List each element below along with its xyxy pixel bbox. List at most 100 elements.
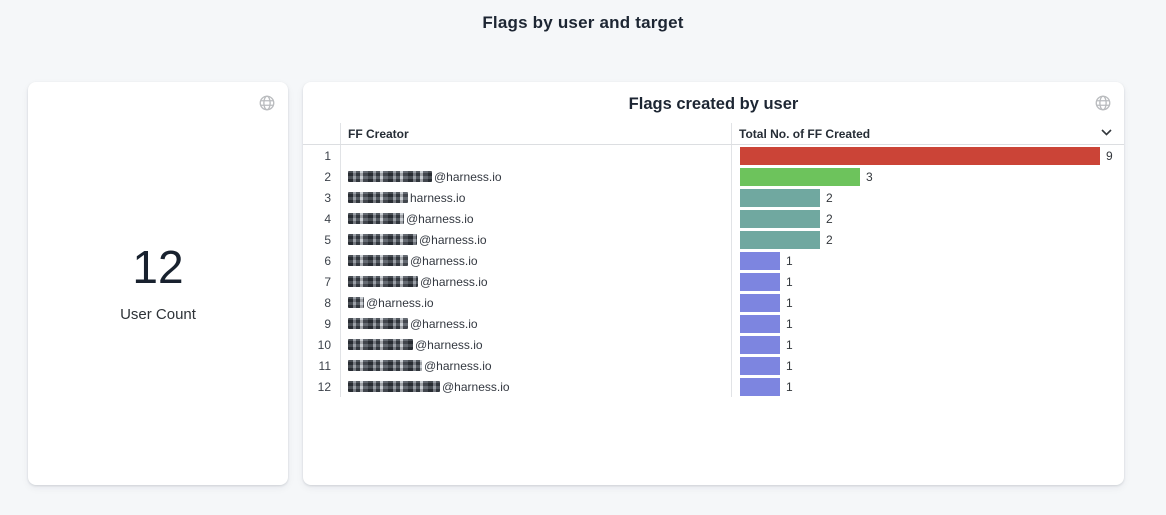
redacted-username bbox=[348, 318, 408, 329]
value-bar bbox=[740, 335, 780, 354]
table-row: 9 @harness.io 1 bbox=[303, 313, 1124, 334]
redacted-username bbox=[348, 381, 440, 392]
value-bar bbox=[740, 230, 820, 249]
bar-value-label: 1 bbox=[786, 295, 793, 310]
table-row: 8 @harness.io 1 bbox=[303, 292, 1124, 313]
row-rank: 10 bbox=[317, 337, 331, 352]
row-rank: 9 bbox=[324, 316, 331, 331]
header-total-label: Total No. of FF Created bbox=[739, 126, 871, 141]
row-rank: 11 bbox=[318, 358, 331, 373]
creator-email-cell: @harness.io bbox=[340, 166, 731, 187]
user-count-tile: 12 User Count bbox=[28, 82, 288, 485]
row-rank: 8 bbox=[324, 295, 331, 310]
value-bar bbox=[740, 272, 780, 291]
table-row: 2 @harness.io 3 bbox=[303, 166, 1124, 187]
email-suffix: @harness.io bbox=[406, 211, 474, 226]
flags-table-body: 1 9 2 @harness.io 3 3 harness.io 2 4 @harness.io 2… bbox=[303, 145, 1124, 397]
email-suffix: @harness.io bbox=[410, 253, 478, 268]
redacted-username bbox=[348, 192, 408, 203]
creator-email-cell: @harness.io bbox=[340, 313, 731, 334]
row-rank: 1 bbox=[324, 148, 331, 163]
email-suffix: @harness.io bbox=[366, 295, 434, 310]
creator-email-cell bbox=[340, 145, 731, 166]
bar-value-label: 9 bbox=[1106, 148, 1113, 163]
redacted-username bbox=[348, 360, 422, 371]
bar-cell: 3 bbox=[731, 166, 1124, 187]
value-bar bbox=[740, 356, 780, 375]
bar-cell: 1 bbox=[731, 376, 1124, 397]
creator-email-cell: @harness.io bbox=[340, 334, 731, 355]
bar-value-label: 2 bbox=[826, 211, 833, 226]
bar-cell: 1 bbox=[731, 271, 1124, 292]
bar-value-label: 3 bbox=[866, 169, 873, 184]
table-row: 12 @harness.io 1 bbox=[303, 376, 1124, 397]
bar-cell: 2 bbox=[731, 187, 1124, 208]
table-row: 5 @harness.io 2 bbox=[303, 229, 1124, 250]
redacted-username bbox=[348, 213, 404, 224]
email-suffix: @harness.io bbox=[424, 358, 492, 373]
bar-cell: 1 bbox=[731, 292, 1124, 313]
header-rank-column bbox=[303, 123, 340, 144]
header-total-ff-created[interactable]: Total No. of FF Created bbox=[731, 123, 1124, 144]
value-bar bbox=[740, 314, 780, 333]
tile-title: Flags created by user bbox=[628, 95, 799, 113]
redacted-username bbox=[348, 276, 418, 287]
email-suffix: @harness.io bbox=[410, 316, 478, 331]
creator-email-cell: @harness.io bbox=[340, 250, 731, 271]
table-row: 7 @harness.io 1 bbox=[303, 271, 1124, 292]
value-bar bbox=[740, 293, 780, 312]
creator-email-cell: @harness.io bbox=[340, 292, 731, 313]
email-suffix: @harness.io bbox=[419, 232, 487, 247]
bar-cell: 1 bbox=[731, 334, 1124, 355]
row-rank: 4 bbox=[324, 211, 331, 226]
user-count-value: 12 bbox=[132, 241, 184, 293]
globe-icon[interactable] bbox=[258, 94, 276, 112]
email-suffix: @harness.io bbox=[434, 169, 502, 184]
value-bar bbox=[740, 209, 820, 228]
bar-value-label: 1 bbox=[786, 337, 793, 352]
table-row: 10 @harness.io 1 bbox=[303, 334, 1124, 355]
redacted-username bbox=[348, 234, 417, 245]
creator-email-cell: @harness.io bbox=[340, 271, 731, 292]
bar-value-label: 2 bbox=[826, 232, 833, 247]
creator-email-cell: @harness.io bbox=[340, 376, 731, 397]
email-suffix: @harness.io bbox=[420, 274, 488, 289]
globe-icon[interactable] bbox=[1094, 94, 1112, 112]
value-bar bbox=[740, 188, 820, 207]
bar-cell: 2 bbox=[731, 229, 1124, 250]
row-rank: 6 bbox=[324, 253, 331, 268]
creator-email-cell: @harness.io bbox=[340, 208, 731, 229]
bar-value-label: 1 bbox=[786, 358, 793, 373]
creator-email-cell: harness.io bbox=[340, 187, 731, 208]
table-row: 6 @harness.io 1 bbox=[303, 250, 1124, 271]
bar-cell: 2 bbox=[731, 208, 1124, 229]
row-rank: 5 bbox=[324, 232, 331, 247]
value-bar bbox=[740, 377, 780, 396]
bar-value-label: 1 bbox=[786, 253, 793, 268]
redacted-username bbox=[348, 255, 408, 266]
creator-email-cell: @harness.io bbox=[340, 229, 731, 250]
value-bar bbox=[740, 167, 860, 186]
bar-cell: 1 bbox=[731, 313, 1124, 334]
row-rank: 2 bbox=[324, 169, 331, 184]
bar-cell: 1 bbox=[731, 355, 1124, 376]
chevron-down-icon[interactable] bbox=[1101, 129, 1112, 136]
table-row: 3 harness.io 2 bbox=[303, 187, 1124, 208]
bar-cell: 1 bbox=[731, 250, 1124, 271]
flags-table: FF Creator Total No. of FF Created 1 9 2 @h… bbox=[303, 123, 1124, 397]
flags-created-tile: Flags created by user FF Creator Total N… bbox=[303, 82, 1124, 485]
bar-value-label: 1 bbox=[786, 274, 793, 289]
user-count-label: User Count bbox=[120, 306, 196, 323]
bar-value-label: 2 bbox=[826, 190, 833, 205]
header-ff-creator[interactable]: FF Creator bbox=[340, 123, 731, 144]
value-bar bbox=[740, 251, 780, 270]
page-title: Flags by user and target bbox=[482, 13, 684, 32]
table-row: 11 @harness.io 1 bbox=[303, 355, 1124, 376]
email-suffix: @harness.io bbox=[442, 379, 510, 394]
creator-email-cell: @harness.io bbox=[340, 355, 731, 376]
email-suffix: @harness.io bbox=[415, 337, 483, 352]
value-bar bbox=[740, 146, 1100, 165]
email-suffix: harness.io bbox=[410, 190, 466, 205]
table-row: 4 @harness.io 2 bbox=[303, 208, 1124, 229]
